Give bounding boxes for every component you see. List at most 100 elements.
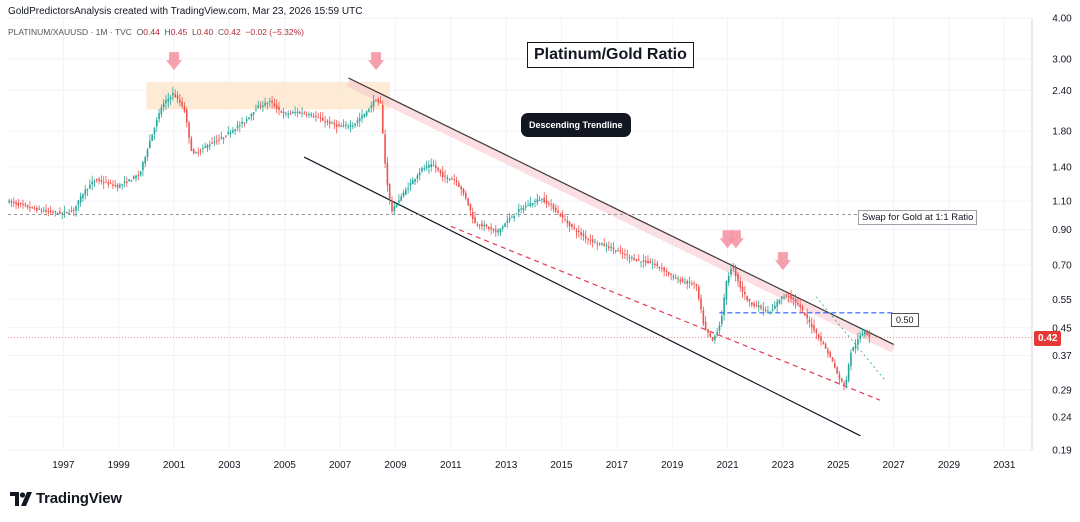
candle-body bbox=[12, 201, 15, 203]
candle-body bbox=[478, 224, 481, 227]
candle-body bbox=[531, 203, 534, 205]
support-dotted-line bbox=[815, 296, 886, 381]
candle-body bbox=[783, 296, 785, 298]
x-tick-label: 2001 bbox=[163, 460, 186, 471]
candle-body bbox=[780, 296, 783, 299]
candle-body bbox=[213, 141, 216, 143]
candle-body bbox=[82, 194, 84, 199]
candle-body bbox=[548, 203, 550, 205]
candle-body bbox=[338, 124, 340, 127]
candle-body bbox=[817, 333, 820, 339]
candle-body bbox=[667, 272, 670, 275]
candle-body bbox=[248, 117, 250, 120]
candle-body bbox=[319, 117, 322, 119]
candle-body bbox=[128, 179, 130, 181]
candle-body bbox=[400, 196, 403, 202]
candle-body bbox=[730, 269, 732, 275]
x-tick-label: 2009 bbox=[384, 460, 407, 471]
candle-body bbox=[471, 212, 474, 219]
candle-body bbox=[409, 183, 412, 186]
candle-body bbox=[259, 105, 262, 107]
candle-body bbox=[197, 152, 200, 154]
y-tick-label: 2.40 bbox=[1052, 86, 1072, 97]
candle-body bbox=[656, 263, 659, 266]
candle-body bbox=[827, 349, 829, 354]
open-label: O bbox=[136, 27, 144, 37]
candle-body bbox=[423, 168, 426, 170]
y-tick-label: 0.37 bbox=[1052, 351, 1072, 362]
candle-body bbox=[155, 119, 158, 127]
candle-body bbox=[453, 179, 456, 181]
candle-body bbox=[322, 117, 324, 121]
candle-body bbox=[582, 233, 585, 237]
line-lower-channel bbox=[303, 156, 861, 437]
candle-body bbox=[149, 140, 151, 149]
candle-body bbox=[441, 171, 444, 178]
candle-body bbox=[169, 97, 172, 100]
candle-body bbox=[225, 135, 227, 137]
candle-body bbox=[372, 100, 375, 107]
candle-body bbox=[130, 180, 133, 182]
candle-body bbox=[273, 103, 276, 107]
candle-body bbox=[455, 180, 458, 183]
candle-body bbox=[391, 200, 393, 212]
candle-body bbox=[176, 95, 179, 99]
y-axis[interactable]: 4.00 3.00 2.40 1.80 1.40 1.10 0.90 0.70 0.55 0.45… bbox=[1052, 14, 1072, 457]
candle-body bbox=[603, 244, 605, 246]
candle-body bbox=[22, 203, 24, 206]
candle-body bbox=[342, 125, 345, 127]
candle-body bbox=[66, 211, 68, 213]
candle-body bbox=[753, 303, 755, 307]
candle-body bbox=[234, 129, 236, 131]
candle-body bbox=[697, 286, 700, 299]
candle-body bbox=[750, 302, 753, 305]
candle-body bbox=[504, 223, 506, 227]
candle-body bbox=[45, 209, 47, 212]
x-tick-label: 2015 bbox=[550, 460, 573, 471]
candle-body bbox=[411, 180, 414, 185]
symbol-label[interactable]: PLATINUM/XAUUSD · 1M · TVC bbox=[8, 27, 132, 37]
x-tick-label: 1997 bbox=[52, 460, 75, 471]
candle-body bbox=[305, 114, 308, 116]
candle-body bbox=[370, 105, 373, 108]
candle-body bbox=[769, 312, 772, 314]
candle-body bbox=[847, 364, 850, 381]
candle-body bbox=[437, 167, 439, 171]
candle-body bbox=[125, 181, 128, 183]
candle-body bbox=[229, 132, 232, 135]
close-label: C bbox=[217, 27, 225, 37]
candle-body bbox=[31, 206, 34, 208]
candle-body bbox=[550, 204, 552, 206]
candle-body bbox=[262, 105, 264, 108]
close-value: 0.42 bbox=[224, 27, 241, 37]
candle-body bbox=[439, 169, 442, 174]
candle-body bbox=[365, 111, 368, 116]
candle-body bbox=[695, 284, 698, 286]
candle-body bbox=[345, 124, 347, 126]
candle-body bbox=[289, 113, 292, 115]
sell-marker-icon bbox=[166, 52, 183, 71]
candle-body bbox=[476, 224, 479, 226]
candle-body bbox=[10, 201, 13, 203]
candle-body bbox=[8, 200, 10, 203]
tradingview-logo[interactable]: TradingView bbox=[10, 490, 122, 507]
y-tick-label: 3.00 bbox=[1052, 54, 1072, 65]
y-tick-label: 0.90 bbox=[1052, 225, 1072, 236]
candle-body bbox=[33, 208, 36, 210]
candle-body bbox=[425, 166, 428, 168]
candle-body bbox=[490, 227, 492, 230]
candle-body bbox=[72, 209, 75, 211]
candle-body bbox=[86, 189, 89, 191]
candle-body bbox=[801, 306, 804, 311]
candle-body bbox=[42, 210, 45, 212]
candle-body bbox=[790, 294, 792, 299]
candle-body bbox=[617, 250, 619, 252]
candle-body bbox=[501, 226, 504, 229]
low-value: 0.40 bbox=[196, 27, 214, 37]
candle-body bbox=[799, 304, 802, 307]
candle-body bbox=[522, 207, 525, 211]
candle-body bbox=[863, 331, 866, 335]
candle-body bbox=[804, 312, 806, 316]
high-value: 0.45 bbox=[170, 27, 188, 37]
